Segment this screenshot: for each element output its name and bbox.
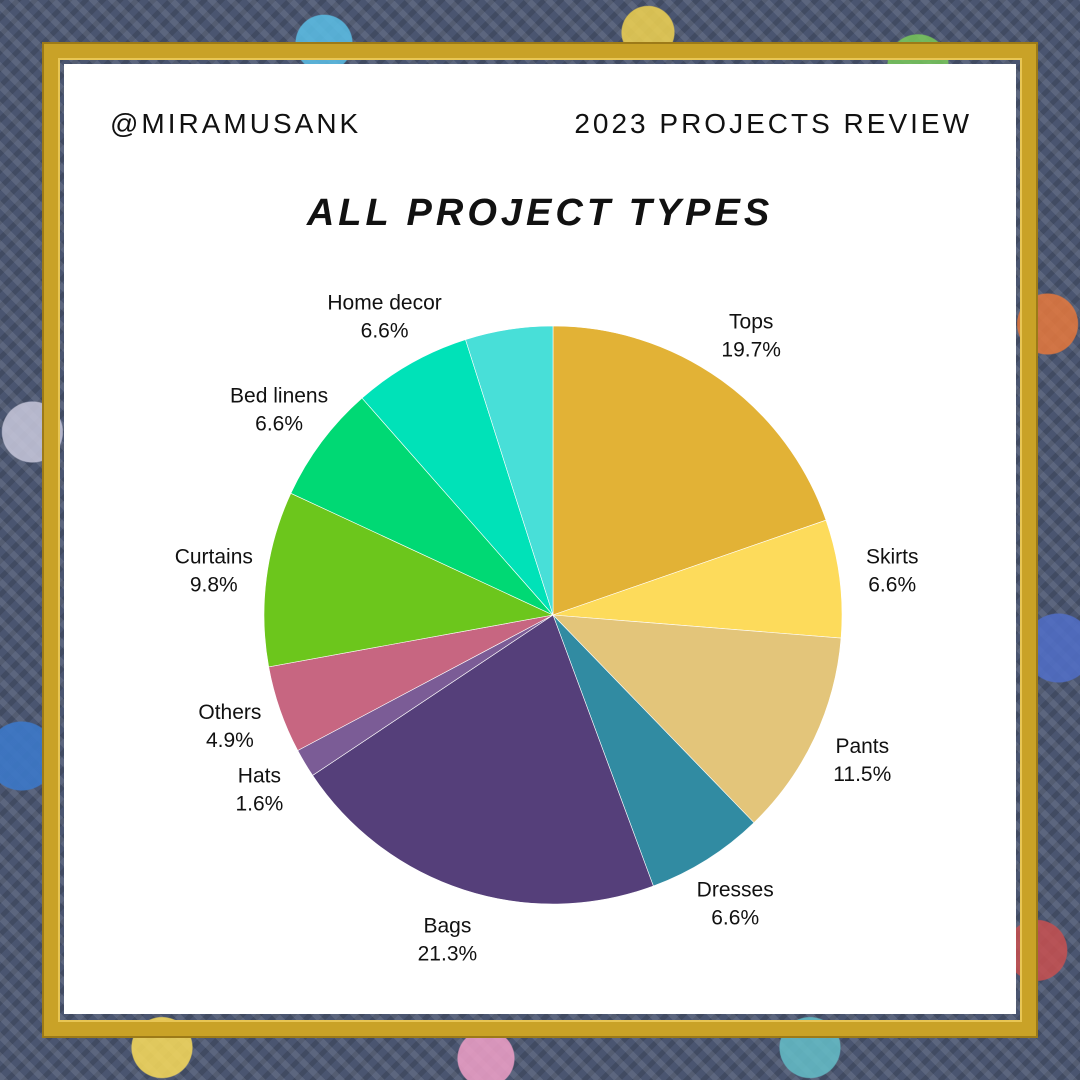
slice-label-home-decor: Home decor: [327, 291, 441, 314]
slice-value-bed-linens: 6.6%: [255, 412, 303, 435]
slice-value-hats: 1.6%: [235, 792, 283, 815]
slice-value-skirts: 6.6%: [868, 574, 916, 597]
slice-value-curtains: 9.8%: [190, 574, 238, 597]
pie-slice-home-decor: [361, 339, 554, 616]
slice-label-hats: Hats: [238, 764, 281, 787]
review-subtitle: 2023 PROJECTS REVIEW: [574, 108, 972, 139]
pie-slice-pants: [552, 614, 842, 824]
pie-slice-bags: [312, 614, 654, 905]
pie-slice-unlabeled-10: [465, 325, 554, 616]
slice-value-others: 4.9%: [206, 729, 254, 752]
slice-label-bags: Bags: [423, 914, 471, 937]
pie-slice-tops: [552, 325, 827, 616]
slice-label-dresses: Dresses: [697, 878, 774, 901]
slice-label-bed-linens: Bed linens: [230, 384, 328, 407]
slice-value-bags: 21.3%: [418, 942, 478, 965]
slice-value-pants: 11.5%: [833, 763, 891, 786]
slice-value-dresses: 6.6%: [711, 906, 759, 929]
creator-handle: @MIRAMUSANK: [110, 108, 362, 139]
pie-slice-curtains: [263, 492, 554, 668]
chart-title: ALL PROJECT TYPES: [306, 192, 774, 234]
slice-label-tops: Tops: [729, 310, 773, 333]
pie-slice-skirts: [552, 519, 843, 639]
slice-value-home-decor: 6.6%: [361, 319, 409, 342]
slice-label-pants: Pants: [835, 735, 889, 758]
pie-slice-dresses: [552, 614, 755, 887]
slice-label-others: Others: [198, 701, 261, 724]
pie-slice-bed-linens: [290, 397, 554, 616]
gold-frame: [44, 44, 1036, 1036]
slice-label-skirts: Skirts: [866, 546, 919, 569]
slice-label-curtains: Curtains: [175, 546, 253, 569]
slice-value-tops: 19.7%: [721, 338, 781, 361]
